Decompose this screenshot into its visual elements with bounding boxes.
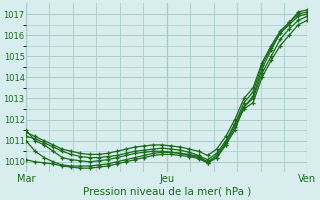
X-axis label: Pression niveau de la mer( hPa ): Pression niveau de la mer( hPa )	[83, 187, 251, 197]
